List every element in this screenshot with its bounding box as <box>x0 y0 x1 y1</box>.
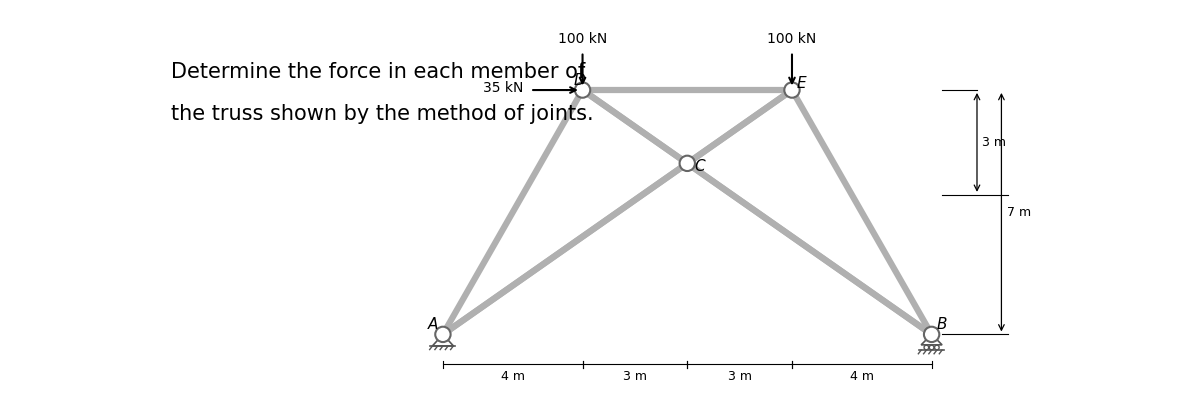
Text: Determine the force in each member of: Determine the force in each member of <box>170 62 584 82</box>
Text: 3 m: 3 m <box>983 136 1007 149</box>
Circle shape <box>436 327 450 342</box>
Text: B: B <box>936 317 947 332</box>
Text: 3 m: 3 m <box>623 370 647 383</box>
Text: A: A <box>428 317 438 332</box>
Text: 4 m: 4 m <box>500 370 524 383</box>
Text: the truss shown by the method of joints.: the truss shown by the method of joints. <box>170 104 593 124</box>
Text: 35 kN: 35 kN <box>482 81 523 95</box>
Text: 4 m: 4 m <box>850 370 874 383</box>
Text: C: C <box>694 159 704 174</box>
Text: 3 m: 3 m <box>727 370 751 383</box>
Text: 100 kN: 100 kN <box>558 32 607 46</box>
Circle shape <box>924 327 940 342</box>
Circle shape <box>575 82 590 98</box>
Text: D: D <box>574 73 584 88</box>
Text: E: E <box>797 76 806 91</box>
Text: 7 m: 7 m <box>1007 206 1031 219</box>
Text: 100 kN: 100 kN <box>767 32 817 46</box>
Circle shape <box>679 156 695 171</box>
Circle shape <box>785 82 799 98</box>
